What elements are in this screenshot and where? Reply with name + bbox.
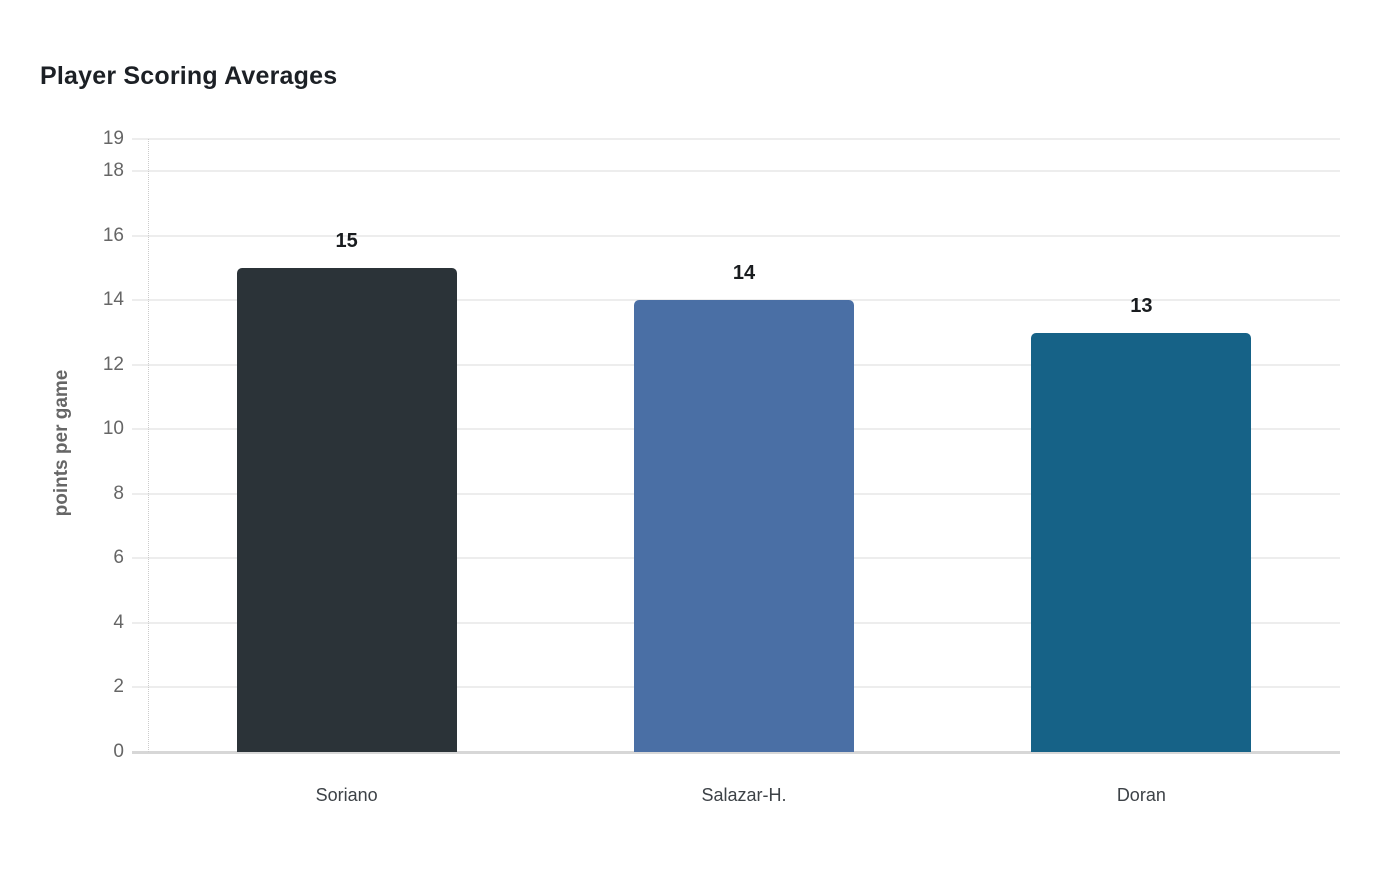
bar-value-label: 14 <box>732 262 756 285</box>
bar-value-label: 15 <box>335 230 358 253</box>
gridline <box>132 170 1340 173</box>
bar-soriano <box>236 268 457 752</box>
bar-salazar-h- <box>634 300 854 752</box>
y-tick-label: 6 <box>113 547 124 569</box>
y-tick-label: 19 <box>102 128 124 149</box>
chart-title: Player Scoring Averages <box>40 62 338 90</box>
x-axis-baseline <box>132 750 1340 754</box>
gridline <box>132 138 1340 140</box>
y-tick-label: 14 <box>102 289 124 311</box>
gridline <box>132 234 1340 237</box>
y-tick-label: 4 <box>113 611 124 633</box>
x-category-label: Salazar-H. <box>701 785 787 805</box>
bar-doran <box>1031 332 1252 752</box>
x-category-label: Soriano <box>315 785 378 805</box>
bar-value-label: 13 <box>1130 294 1153 317</box>
y-tick-label: 2 <box>113 676 124 698</box>
y-tick-label: 18 <box>102 160 124 182</box>
y-axis-line <box>148 139 149 752</box>
y-tick-label: 0 <box>113 741 124 762</box>
y-tick-label: 16 <box>102 224 124 246</box>
y-tick-label: 12 <box>102 353 124 375</box>
x-category-label: Doran <box>1116 785 1166 805</box>
y-tick-label: 8 <box>113 482 124 504</box>
y-tick-label: 10 <box>102 418 124 440</box>
